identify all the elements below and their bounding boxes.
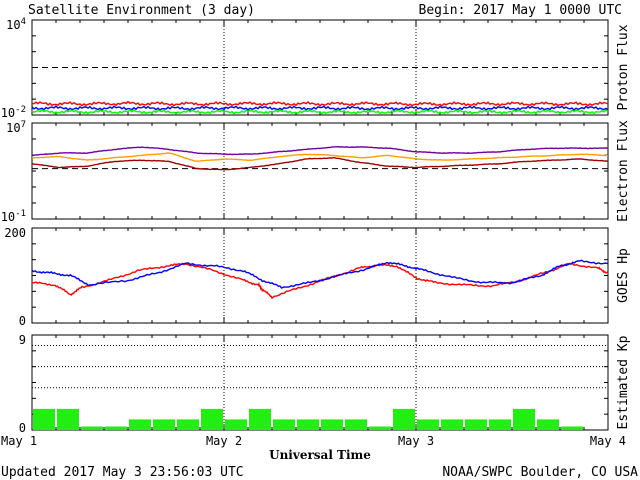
x-tick-label: May 1: [1, 434, 37, 448]
begin-time: Begin: 2017 May 1 0000 UTC: [419, 3, 623, 18]
kp-y-tick-label: 9: [19, 333, 26, 347]
kp-y-tick-label: 0: [19, 421, 26, 435]
proton-series-blue: [31, 105, 609, 112]
kp-bar: [513, 408, 535, 430]
hp-series-blue: [31, 259, 609, 289]
kp-bar: [201, 408, 223, 430]
kp-panel: 9 0 Estimated Kp: [19, 333, 631, 435]
hp-y-tick-label: 200: [4, 226, 26, 240]
x-axis: May 1 May 2 May 3 May 4: [1, 434, 626, 448]
source-credit: NOAA/SWPC Boulder, CO USA: [442, 465, 638, 480]
proton-series-red: [31, 100, 609, 107]
electron-frame: [31, 122, 609, 220]
electron-series-orange: [31, 152, 609, 162]
kp-bar: [465, 419, 487, 430]
chart-title: Satellite Environment (3 day): [28, 3, 255, 18]
electron-series-purple: [31, 145, 609, 157]
electron-y-label: Electron Flux: [616, 120, 631, 222]
kp-bar: [225, 419, 247, 430]
kp-bar: [177, 419, 199, 430]
kp-bar: [297, 419, 319, 430]
proton-series-green: [31, 108, 609, 115]
kp-bar: [441, 419, 463, 430]
x-axis-label: Universal Time: [269, 448, 371, 462]
x-tick-label: May 4: [590, 434, 626, 448]
electron-panel: 107 10-1 Electron Flux: [1, 120, 631, 224]
x-tick-label: May 3: [398, 434, 434, 448]
proton-y-label: Proton Flux: [616, 24, 631, 110]
hp-y-tick-label: 0: [19, 314, 26, 328]
kp-bar: [273, 419, 295, 430]
kp-bar: [153, 419, 175, 430]
kp-bar: [417, 419, 439, 430]
kp-bar: [105, 426, 127, 430]
hp-frame: [31, 227, 609, 324]
kp-bar: [393, 408, 415, 430]
updated-time: Updated 2017 May 3 23:56:03 UTC: [1, 465, 244, 480]
kp-bar: [129, 419, 151, 430]
proton-y-tick-label: 10-2: [1, 105, 26, 120]
electron-y-tick-label: 10-1: [1, 209, 26, 224]
kp-bar: [249, 408, 271, 430]
kp-bar: [345, 419, 367, 430]
kp-bar: [561, 426, 583, 430]
kp-bar: [369, 426, 391, 430]
kp-bar: [321, 419, 343, 430]
kp-bar: [537, 419, 559, 430]
hp-series-red: [31, 262, 609, 300]
kp-bar: [489, 419, 511, 430]
kp-y-label: Estimated Kp: [616, 335, 631, 429]
kp-bar: [33, 408, 55, 430]
kp-bar: [57, 408, 79, 430]
proton-frame: [31, 19, 609, 116]
electron-series-darkred: [31, 156, 609, 171]
kp-bar: [81, 426, 103, 430]
proton-y-tick-label: 104: [6, 17, 26, 32]
panels: 104 10-2 Proton Flux 107 10-1 Electron Flux 20…: [1, 17, 631, 448]
hp-y-label: GOES Hp: [616, 248, 631, 303]
hp-panel: 200 0 GOES Hp: [4, 226, 631, 328]
x-tick-label: May 2: [206, 434, 242, 448]
electron-y-tick-label: 107: [6, 120, 26, 135]
proton-panel: 104 10-2 Proton Flux: [1, 17, 631, 120]
